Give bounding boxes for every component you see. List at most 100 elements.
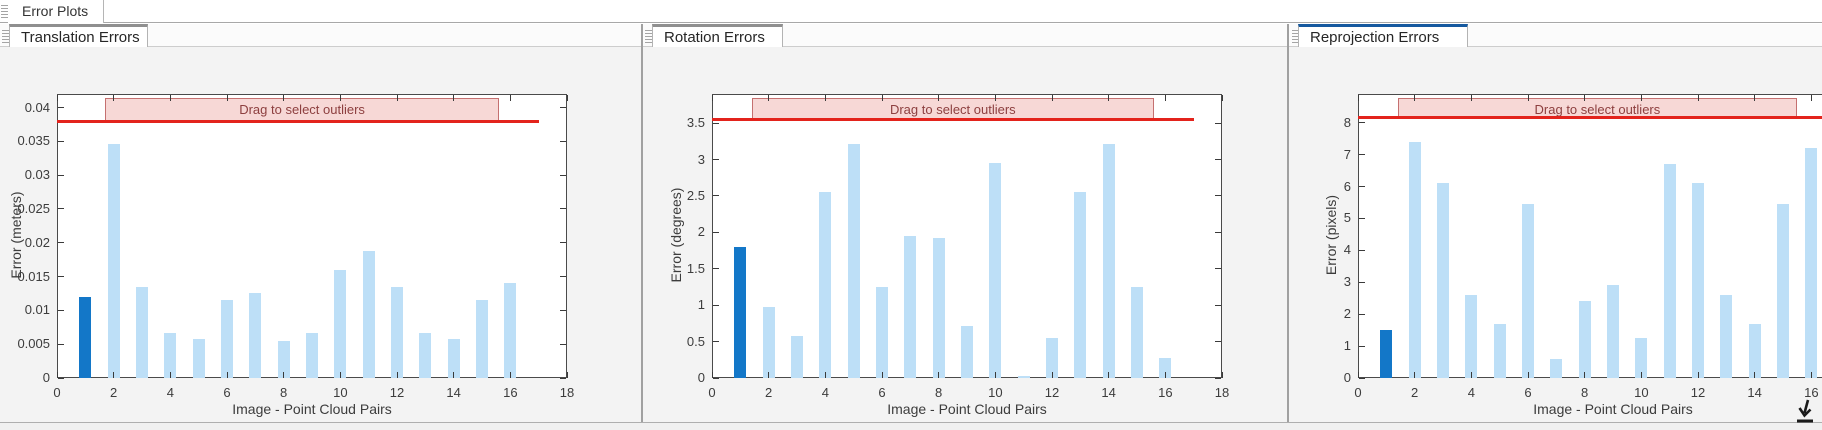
error-bar[interactable] xyxy=(847,143,860,378)
error-bar[interactable] xyxy=(334,269,347,378)
error-bar[interactable] xyxy=(1074,192,1087,378)
x-axis-tick-mirror xyxy=(396,95,398,101)
error-bar[interactable] xyxy=(989,163,1002,378)
drag-grip-icon[interactable] xyxy=(2,30,9,43)
error-bar[interactable] xyxy=(1437,183,1449,378)
error-bar[interactable] xyxy=(1017,375,1030,378)
error-bar[interactable] xyxy=(221,300,233,378)
error-bar[interactable] xyxy=(961,326,973,378)
x-tick-label: 0 xyxy=(708,385,716,400)
drag-grip-icon[interactable] xyxy=(1292,30,1299,43)
x-axis-tick-mirror xyxy=(768,95,770,101)
y-axis-tick-mirror xyxy=(1215,231,1221,233)
error-bar[interactable] xyxy=(1607,285,1619,378)
panel-splitter[interactable] xyxy=(1287,24,1289,422)
error-bar[interactable] xyxy=(419,333,432,378)
x-tick-label: 8 xyxy=(935,385,943,400)
error-bar[interactable] xyxy=(1777,204,1789,378)
tab-reprojection-errors[interactable]: Reprojection Errors xyxy=(1298,24,1468,47)
y-axis-tick xyxy=(713,268,719,270)
x-axis-tick xyxy=(1221,372,1223,378)
outlier-threshold-line[interactable] xyxy=(1358,116,1822,120)
error-bar[interactable] xyxy=(136,286,148,378)
x-axis-tick xyxy=(339,372,341,378)
drag-grip-icon[interactable] xyxy=(645,30,652,43)
error-bar[interactable] xyxy=(164,333,177,378)
x-tick-label: 2 xyxy=(110,385,118,400)
error-bar[interactable] xyxy=(1578,301,1591,378)
error-bar[interactable] xyxy=(476,299,488,378)
y-axis-tick xyxy=(1359,313,1365,315)
x-tick-label: 14 xyxy=(1747,385,1762,400)
x-tick-label: 4 xyxy=(1467,385,1475,400)
error-bar[interactable] xyxy=(1493,323,1506,378)
panel-rotation-errors: Rotation Errors Drag to select outliers 0… xyxy=(643,24,1287,422)
error-bar[interactable] xyxy=(1102,143,1115,378)
error-bar[interactable] xyxy=(192,339,205,378)
y-axis-tick xyxy=(58,377,64,379)
outlier-threshold-line[interactable] xyxy=(57,119,539,123)
error-bar[interactable] xyxy=(447,339,460,378)
dock-figure-arrow-icon[interactable] xyxy=(1793,397,1819,425)
error-bar[interactable] xyxy=(1159,358,1172,378)
x-axis-tick xyxy=(283,372,285,378)
error-bar[interactable] xyxy=(1522,204,1534,378)
error-bar[interactable] xyxy=(1748,323,1761,378)
x-axis-tick-mirror xyxy=(1051,95,1053,101)
error-bar[interactable] xyxy=(1663,164,1676,378)
y-tick-label: 0 xyxy=(697,370,705,385)
x-axis-tick-mirror xyxy=(1164,95,1166,101)
outlier-selection-band[interactable]: Drag to select outliers xyxy=(105,98,499,122)
drag-grip-icon[interactable] xyxy=(1,5,8,18)
error-bar[interactable] xyxy=(819,191,832,378)
error-bar[interactable] xyxy=(1550,358,1563,378)
y-axis-tick xyxy=(1359,122,1365,124)
error-bar[interactable] xyxy=(1635,338,1648,378)
selected-error-bar[interactable] xyxy=(734,246,747,378)
x-axis-tick-mirror xyxy=(1108,95,1110,101)
tab-error-plots[interactable]: Error Plots xyxy=(8,0,104,23)
outlier-threshold-line[interactable] xyxy=(712,117,1194,121)
x-axis-tick xyxy=(938,372,940,378)
outlier-selection-band[interactable]: Drag to select outliers xyxy=(1397,98,1798,118)
error-bar[interactable] xyxy=(876,286,888,378)
error-bar[interactable] xyxy=(1131,286,1143,378)
y-tick-label: 1.5 xyxy=(686,260,705,276)
outlier-selection-band[interactable]: Drag to select outliers xyxy=(751,98,1154,120)
error-bar[interactable] xyxy=(932,238,945,378)
y-axis-tick xyxy=(1359,249,1365,251)
error-bar[interactable] xyxy=(362,250,375,378)
error-bar[interactable] xyxy=(107,144,120,378)
error-bar[interactable] xyxy=(791,336,803,378)
y-tick-label: 6 xyxy=(1343,178,1351,194)
error-bar[interactable] xyxy=(249,292,262,378)
selected-error-bar[interactable] xyxy=(79,296,92,378)
error-bar[interactable] xyxy=(1408,141,1421,378)
error-bar[interactable] xyxy=(306,332,318,378)
outlier-band-label: Drag to select outliers xyxy=(239,102,365,117)
x-axis-tick-mirror xyxy=(226,95,228,101)
error-bar[interactable] xyxy=(277,340,290,378)
x-axis-tick-mirror xyxy=(1697,95,1699,101)
error-bar[interactable] xyxy=(1692,183,1704,378)
tab-translation-errors[interactable]: Translation Errors xyxy=(9,24,148,47)
error-bar[interactable] xyxy=(504,283,517,378)
x-axis-tick xyxy=(1754,372,1756,378)
panel-splitter[interactable] xyxy=(641,24,643,422)
error-bar[interactable] xyxy=(1805,148,1818,378)
error-bar[interactable] xyxy=(762,306,775,378)
x-axis-tick-mirror xyxy=(453,95,455,101)
tab-rotation-errors[interactable]: Rotation Errors xyxy=(652,24,783,47)
y-axis-title: Error (meters) xyxy=(8,191,24,279)
x-tick-label: 6 xyxy=(878,385,886,400)
error-bar[interactable] xyxy=(1046,337,1058,378)
selected-error-bar[interactable] xyxy=(1380,330,1393,378)
x-axis-tick xyxy=(1584,372,1586,378)
x-axis-tick-mirror xyxy=(169,95,171,101)
error-bar[interactable] xyxy=(1465,295,1478,378)
error-bar[interactable] xyxy=(904,236,917,378)
error-bar[interactable] xyxy=(1720,295,1733,378)
y-tick-label: 3 xyxy=(697,151,705,167)
error-bar[interactable] xyxy=(391,286,403,378)
y-axis-tick xyxy=(58,276,64,278)
